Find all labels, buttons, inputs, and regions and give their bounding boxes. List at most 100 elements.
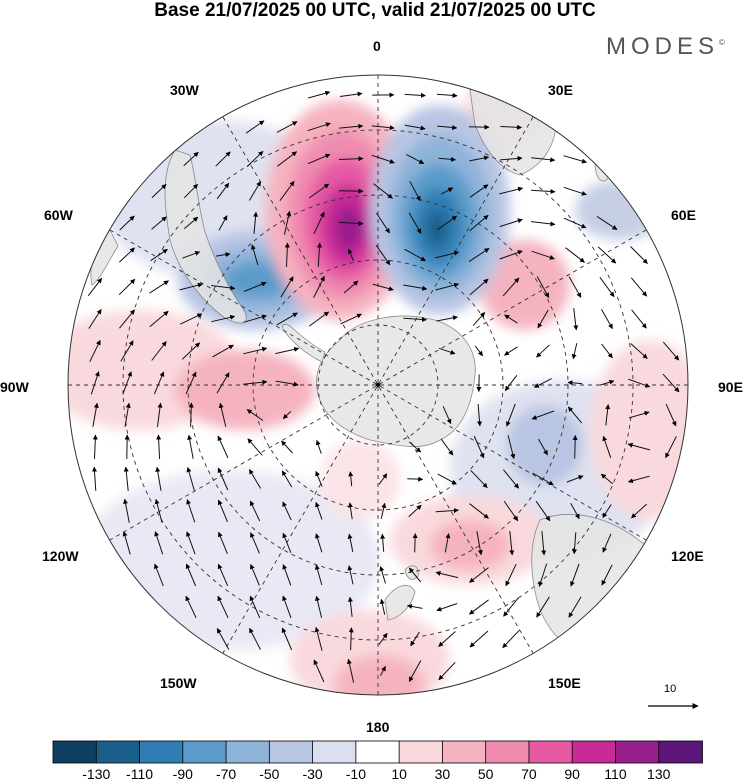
wind-arrow: [216, 628, 230, 650]
wind-arrow: [602, 504, 612, 519]
wind-arrow: [469, 567, 489, 583]
wind-arrow: [120, 340, 134, 362]
colorbar-swatch: [182, 740, 227, 764]
wind-arrow: [627, 475, 650, 484]
colorbar-swatch: [571, 740, 617, 764]
wind-arrow: [412, 533, 418, 553]
wind-arrow: [182, 251, 201, 259]
wind-arrow: [601, 564, 613, 586]
colorbar-tick-label: -10: [345, 766, 366, 782]
wind-arrow: [315, 470, 323, 487]
wind-arrow: [282, 411, 292, 419]
wind-arrow: [503, 469, 519, 489]
wind-arrow: [404, 124, 426, 131]
wind-arrow: [532, 472, 554, 486]
wind-arrow: [469, 155, 490, 162]
wind-arrow: [563, 217, 587, 229]
wind-arrow: [315, 501, 323, 520]
wind-arrow: [407, 603, 423, 609]
wind-arrow: [149, 310, 169, 328]
wind-arrow: [339, 91, 363, 97]
wind-arrow: [531, 221, 556, 227]
wind-arrow: [380, 502, 387, 519]
wind-arrow: [309, 311, 330, 327]
wind-arrow: [470, 469, 488, 489]
wind-arrow: [375, 244, 391, 266]
anomaly-shading: [68, 75, 688, 695]
wind-arrow: [347, 533, 354, 552]
wind-arrow: [217, 531, 228, 554]
colorbar-tick-label: -70: [215, 766, 237, 782]
colorbar-tick-label: -30: [302, 766, 323, 782]
lon-label-30w: 30W: [170, 82, 199, 98]
wind-arrow: [119, 247, 135, 263]
wind-arrow: [599, 379, 615, 386]
colorbar-tick-label: 50: [477, 766, 494, 782]
wind-arrow: [187, 434, 194, 459]
colorbar-tick-label: -110: [126, 766, 154, 782]
wind-arrow: [438, 347, 456, 355]
wind-arrow: [630, 277, 648, 297]
wind-arrow: [602, 533, 612, 553]
wind-arrow: [499, 186, 524, 195]
wind-arrow: [92, 434, 98, 460]
wind-arrow: [179, 313, 203, 325]
wind-arrow: [243, 379, 268, 385]
anomaly-pos-90w: [175, 350, 315, 430]
modes-logo: MODES©: [606, 33, 725, 61]
wind-arrow: [630, 343, 648, 359]
colorbar-tick-label: 70: [521, 766, 537, 782]
wind-arrow: [440, 187, 454, 195]
wind-arrow: [379, 598, 386, 615]
wind-arrow: [156, 434, 162, 460]
wind-arrow: [436, 603, 458, 612]
wind-arrow: [188, 402, 194, 428]
lon-label-0: 0: [373, 38, 381, 54]
wind-arrow: [375, 212, 391, 234]
wind-arrow: [410, 631, 420, 647]
wind-arrow: [469, 214, 489, 232]
lon-label-60e: 60E: [671, 207, 696, 223]
wind-arrow: [403, 316, 427, 322]
wind-arrow: [565, 247, 585, 263]
south-pole-marker: [376, 383, 380, 387]
wind-arrow: [247, 438, 263, 456]
wind-arrow: [408, 660, 422, 682]
wind-arrow: [573, 308, 579, 331]
wind-arrow: [249, 595, 261, 619]
wind-arrow: [437, 215, 458, 231]
colorbar-swatch: [485, 740, 530, 764]
wind-arrow: [248, 469, 262, 489]
wind-arrow: [469, 278, 489, 296]
meridians: [68, 75, 688, 695]
colorbar-swatch: [528, 740, 574, 764]
wind-arrow: [567, 380, 583, 386]
wind-arrow: [282, 564, 292, 586]
wind-arrow: [119, 215, 135, 231]
colorbar-swatch: [139, 740, 184, 764]
wind-arrow: [250, 532, 260, 554]
lon-label-90w: 90W: [0, 379, 29, 395]
wind-arrow: [218, 215, 228, 231]
wind-arrow: [217, 595, 229, 619]
wind-arrow: [504, 374, 518, 392]
wind-arrow: [499, 250, 523, 260]
wind-arrow: [90, 371, 100, 395]
wind-arrow: [315, 595, 323, 618]
wind-arrow: [600, 473, 614, 485]
wind-arrow: [473, 435, 485, 459]
colorbar-swatch: [225, 740, 271, 764]
wind-arrow: [435, 282, 460, 291]
wind-arrow: [276, 121, 298, 133]
wind-arrow: [243, 346, 268, 355]
wind-arrow: [216, 372, 230, 394]
wind-arrow: [154, 563, 164, 587]
wind-arrow: [541, 530, 547, 556]
wind-arrow: [343, 280, 359, 294]
anomaly-pos-150e: [430, 520, 510, 570]
wind-arrow: [119, 309, 135, 329]
wind-arrow: [347, 565, 354, 585]
wind-arrow: [373, 183, 393, 199]
wind-arrow: [185, 595, 197, 619]
wind-arrow: [535, 500, 551, 522]
